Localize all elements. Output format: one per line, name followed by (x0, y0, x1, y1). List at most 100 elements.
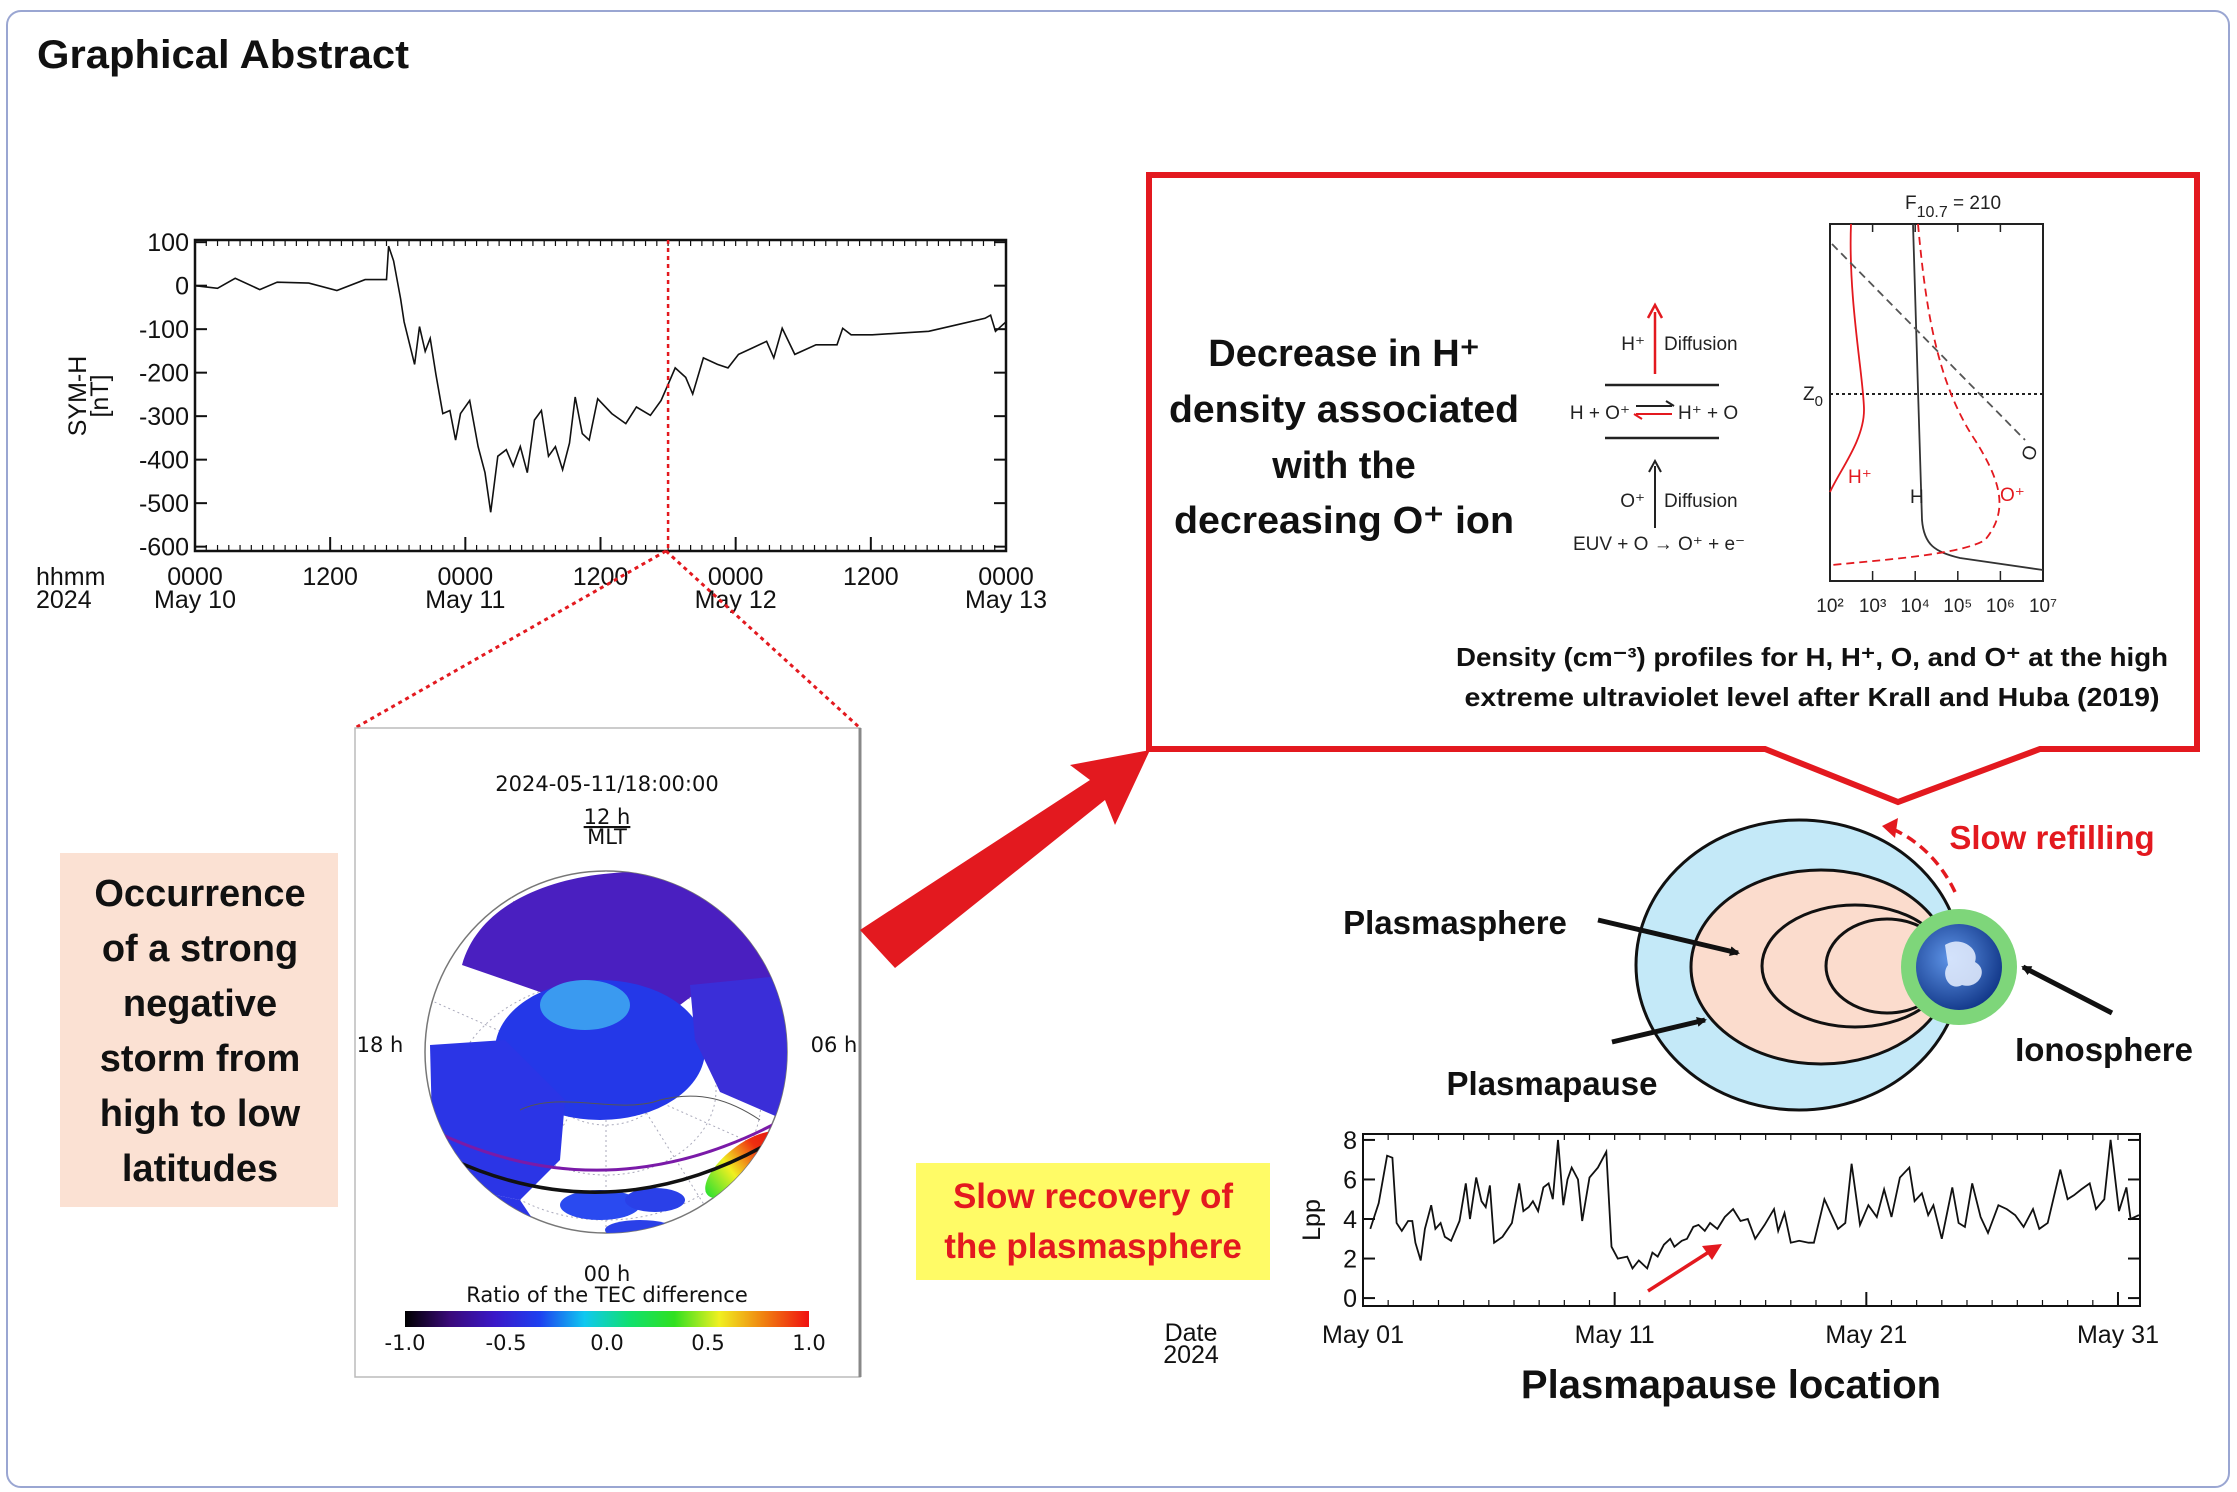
tec-globe (424, 870, 788, 1234)
lpp-caption: Plasmapause location (1521, 1363, 1941, 1407)
h-curve (1912, 223, 2044, 571)
x-tick-label: 0000 (167, 563, 223, 591)
recovery-trend-arrow (1647, 1248, 1713, 1293)
y-tick-label: -100 (139, 316, 189, 344)
y-tick-label: 6 (1343, 1166, 1357, 1194)
refilling-arrow (1889, 826, 1957, 893)
plasmasphere-label: Plasmasphere (1343, 904, 1567, 941)
colorbar-title: Ratio of the TEC difference (466, 1283, 748, 1307)
lpp-chart: 0 2 4 6 8 May 01 May 11 May 21 May 31 Lpp Date 2… (1163, 1127, 2159, 1369)
mechanism-heading-line: density associated (1169, 389, 1519, 431)
tec-map-panel: 2024-05-11/18:00:00 12 h MLT 18 h 06 h (354, 727, 862, 1378)
x-tick-label: 1200 (302, 563, 358, 591)
oplus-curve (1831, 223, 2001, 566)
plasmasphere-diagram: Slow refilling Plasmasphere Plasmapause … (1343, 818, 2193, 1112)
colorbar-tick-label: 0.5 (691, 1331, 724, 1355)
symh-ylabel: SYM-H (64, 356, 92, 437)
oplus-diffusion-label: Diffusion (1664, 491, 1738, 512)
big-red-arrow (860, 750, 1150, 968)
oplus-species: O⁺ (1620, 491, 1645, 512)
ionosphere-pointer-arrow (2021, 964, 2114, 1016)
colorbar-tick-label: 1.0 (792, 1331, 825, 1355)
h-curve-label: H (1910, 487, 1924, 508)
recovery-text-line: the plasmasphere (944, 1227, 1242, 1266)
y-tick-label: -600 (139, 534, 189, 562)
o-curve (1831, 243, 2026, 441)
mechanism-heading-line: with the (1271, 445, 1416, 487)
photoionization-reaction: EUV + O → O⁺ + e⁻ (1573, 534, 1745, 555)
tec-label-12h: 12 h (584, 805, 631, 829)
colorbar-tick-label: -1.0 (385, 1331, 426, 1355)
hplus-diffusion-label: Diffusion (1664, 334, 1738, 355)
exchange-right: H⁺ + O (1678, 403, 1738, 424)
storm-text-line: Occurrence (94, 873, 305, 915)
page-title: Graphical Abstract (37, 33, 409, 77)
y-tick-label: -500 (139, 490, 189, 518)
o-curve-label: O (2018, 443, 2043, 464)
hplus-curve-label: H⁺ (1848, 467, 1872, 488)
tec-label-00h: 00 h (584, 1262, 631, 1286)
x-tick-date-label: May 11 (425, 586, 505, 614)
density-x-tick-label: 10⁷ (2029, 596, 2057, 617)
density-caption-line: Density (cm⁻³) profiles for H, H⁺, O, an… (1456, 642, 2168, 672)
x-tick-label: 0000 (438, 563, 494, 591)
density-caption-line: extreme ultraviolet level after Krall an… (1465, 682, 2160, 712)
zoom-line-left (354, 549, 667, 730)
y-tick-label: -400 (139, 447, 189, 475)
x-tick-label: May 21 (1825, 1321, 1907, 1349)
mechanism-heading-line: Decrease in H⁺ (1208, 333, 1479, 375)
storm-text-line: negative (123, 983, 277, 1025)
hplus-species: H⁺ (1621, 334, 1645, 355)
y-tick-label: 4 (1343, 1206, 1357, 1234)
density-x-tick-label: 10³ (1859, 596, 1886, 617)
symh-xlabel-year: 2024 (36, 586, 92, 614)
density-profile-plot: F10.7 = 210 10² 10³ 10⁴ 10⁵ 10⁶ 10⁷ Z0 H⁺ H O… (1803, 193, 2057, 617)
slow-recovery-box: Slow recovery of the plasmasphere (916, 1163, 1270, 1280)
storm-occurrence-box: Occurrence of a strong negative storm fr… (60, 853, 338, 1207)
slow-refilling-label: Slow refilling (1949, 819, 2154, 856)
mechanism-heading-line: decreasing O⁺ ion (1174, 500, 1514, 542)
y-tick-label: 0 (1343, 1285, 1357, 1313)
lpp-ylabel: Lpp (1298, 1199, 1326, 1241)
plasmasphere-pointer-arrow (1597, 917, 1740, 957)
y-tick-label: -200 (139, 360, 189, 388)
x-tick-date-label: May 10 (154, 586, 236, 614)
recovery-text-line: Slow recovery of (953, 1177, 1233, 1216)
x-tick-label: 1200 (843, 563, 899, 591)
x-tick-label: May 01 (1322, 1321, 1404, 1349)
storm-text-line: of a strong (102, 928, 298, 970)
density-x-tick-label: 10⁵ (1943, 596, 1972, 617)
storm-text-line: latitudes (122, 1148, 278, 1190)
hplus-curve (1829, 223, 1865, 493)
symh-xlabel-hhmm: hhmm (36, 563, 105, 591)
x-tick-label: 0000 (708, 563, 764, 591)
z0-label: Z0 (1803, 384, 1823, 410)
storm-text-line: storm from (100, 1038, 301, 1080)
x-tick-label: 0000 (978, 563, 1034, 591)
storm-text-line: high to low (100, 1093, 301, 1135)
density-x-tick-label: 10⁴ (1901, 596, 1930, 617)
tec-colorbar (405, 1311, 809, 1327)
y-tick-label: 8 (1343, 1127, 1357, 1155)
plasmapause-pointer-arrow (1611, 1016, 1707, 1045)
mechanism-callout: Decrease in H⁺ density associated with t… (1146, 172, 2200, 806)
density-x-tick-label: 10⁶ (1986, 596, 2015, 617)
y-tick-label: 100 (147, 229, 189, 257)
x-tick-label: May 11 (1575, 1321, 1655, 1349)
lpp-xlabel-year: 2024 (1163, 1341, 1219, 1369)
plasmapause-label: Plasmapause (1447, 1065, 1658, 1102)
colorbar-tick-label: 0.0 (590, 1331, 623, 1355)
tec-label-mlt: MLT (587, 825, 627, 849)
reaction-scheme: H⁺ Diffusion H + O⁺ H⁺ + O O⁺ Diffusion … (1570, 302, 1745, 555)
x-tick-label: 1200 (573, 563, 629, 591)
y-tick-label: 2 (1343, 1246, 1357, 1274)
oplus-curve-label: O⁺ (2000, 485, 2025, 506)
tec-label-06h: 06 h (811, 1033, 858, 1057)
y-tick-label: -300 (139, 403, 189, 431)
exchange-left: H + O⁺ (1570, 403, 1630, 424)
x-tick-label: May 31 (2077, 1321, 2159, 1349)
tec-label-18h: 18 h (357, 1033, 404, 1057)
y-tick-label: 0 (175, 273, 189, 301)
